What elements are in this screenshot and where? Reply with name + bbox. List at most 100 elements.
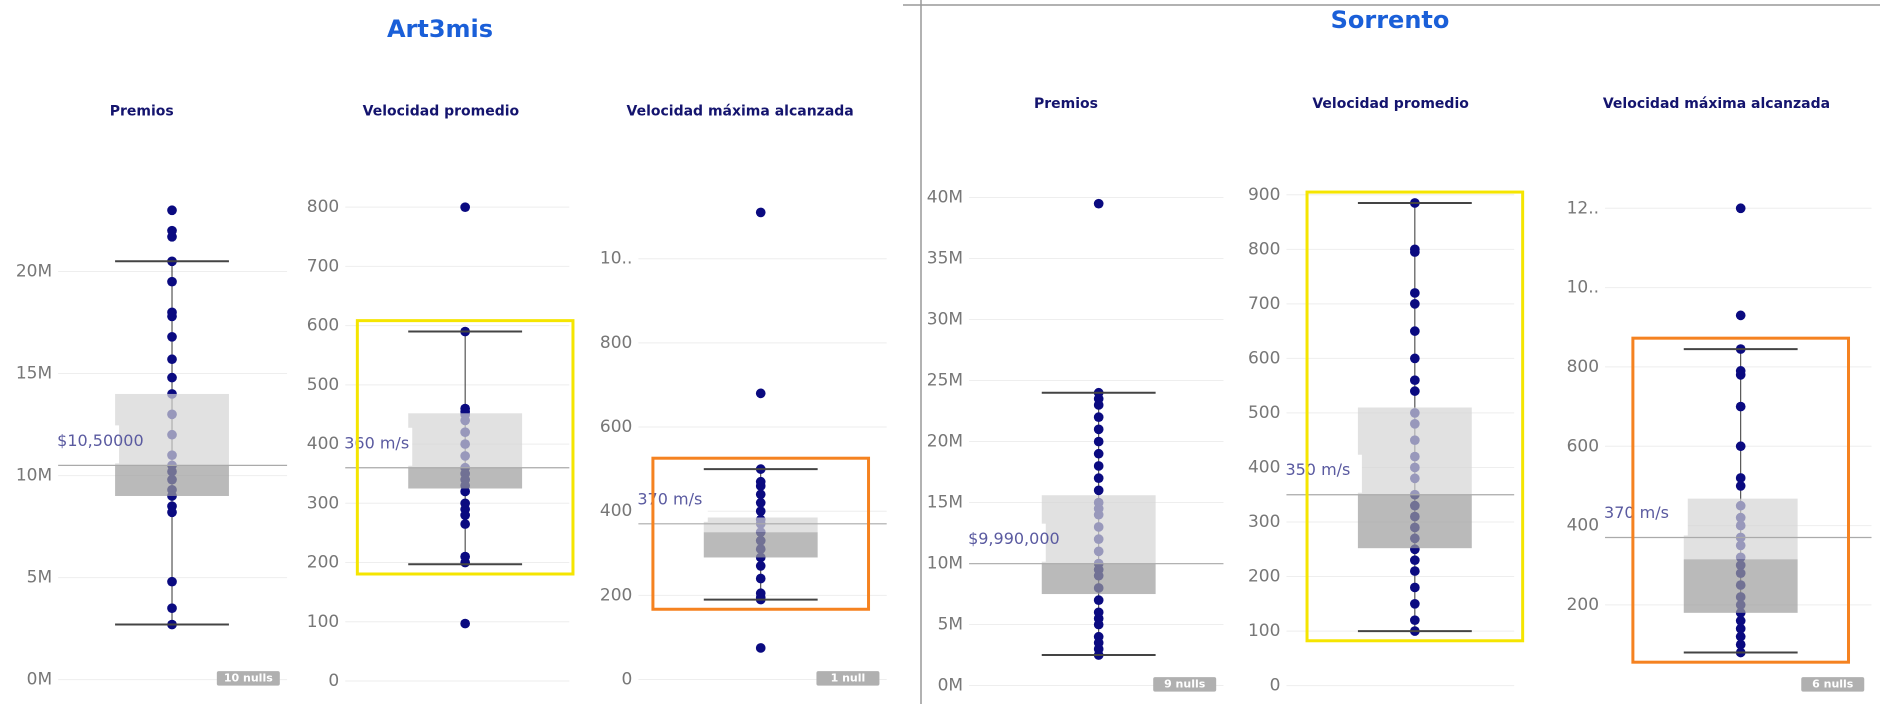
y-tick-label: 500 [307,375,339,395]
y-tick-label: 35M [927,249,963,269]
point [1093,595,1104,605]
y-tick-label: 15M [927,493,963,513]
chart-title: Velocidad promedio [1312,96,1469,112]
y-tick-label: 25M [927,371,963,391]
nulls-badge [1801,677,1865,692]
point [755,489,766,500]
point [1735,615,1746,626]
point [167,603,177,614]
highlight [1631,336,1851,664]
nulls-label: 9 nulls [1164,677,1206,690]
point [755,388,766,399]
y-tick-label: 200 [1567,595,1599,615]
point [1410,353,1420,364]
box-lower [408,467,523,489]
y-tick-label: 300 [307,493,339,513]
point [1410,566,1420,576]
reference-label-bg [1599,497,1688,536]
reference-label: 350 m/s [1285,460,1350,479]
point [460,557,470,568]
point [1093,424,1104,435]
point [460,618,470,629]
y-tick-label: 900 [1248,185,1280,205]
point [1735,441,1746,452]
y-tick-label: 30M [927,310,963,330]
box-upper [703,517,818,533]
point [460,510,470,520]
point [1410,288,1420,298]
y-tick-label: 20M [927,432,963,452]
y-tick-label: 12.. [1567,198,1599,218]
chart-title: Velocidad máxima alcanzada [627,103,854,119]
point [460,202,470,213]
point [1735,310,1746,321]
point [1735,370,1746,380]
box-upper [408,413,523,468]
box-lower [703,532,818,558]
reference-label-bg [1280,454,1362,493]
nulls-label: 10 nulls [224,671,273,684]
y-tick-label: 400 [1248,457,1280,477]
y-tick-label: 400 [600,501,632,521]
y-tick-label: 800 [600,333,632,353]
reference-label: $9,990,000 [968,529,1060,548]
point [755,497,766,508]
point [1093,448,1104,459]
point [1410,247,1420,257]
box-upper [1041,495,1156,564]
point [1735,631,1746,642]
point [755,561,766,571]
point [1735,401,1746,412]
box-lower [1683,559,1798,613]
box-lower [1357,494,1472,549]
point [167,331,177,342]
point [167,354,177,365]
box-upper [115,393,229,466]
y-tick-label: 0M [938,676,963,696]
y-tick-label: 10.. [1567,278,1599,298]
y-tick-label: 200 [1248,567,1280,587]
highlight [651,456,871,611]
point [167,507,177,518]
y-tick-label: 0 [328,671,339,691]
chart-title: Premios [1034,96,1098,112]
point [1735,203,1746,214]
y-tick-label: 800 [307,197,339,217]
point [1410,299,1420,309]
y-tick-label: 0 [1270,676,1281,696]
y-tick-label: 800 [1567,357,1599,377]
y-tick-label: 200 [600,585,632,605]
point [1410,615,1420,626]
panel-title: Art3mis [387,15,493,43]
point [167,231,177,242]
point [1410,598,1420,609]
point [1093,485,1104,496]
y-tick-label: 200 [307,553,339,573]
point [167,205,177,216]
point [460,486,470,497]
point [1410,555,1420,566]
y-tick-label: 100 [307,612,339,632]
highlight [355,319,575,576]
nulls-label: 6 nulls [1812,677,1854,690]
y-tick-label: 800 [1248,239,1280,259]
y-tick-label: 100 [1248,621,1280,641]
point [1735,481,1746,491]
highlight [1305,190,1525,643]
panel-title: Sorrento [1331,6,1450,34]
y-tick-label: 400 [307,434,339,454]
y-tick-label: 400 [1567,516,1599,536]
point [1093,473,1104,483]
box-upper [1357,407,1472,495]
point [1410,375,1420,386]
y-tick-label: 5M [27,568,52,588]
point [167,576,177,587]
point [1735,473,1746,483]
y-tick-label: 0 [622,670,633,690]
y-tick-label: 700 [307,256,339,276]
y-tick-label: 600 [600,417,632,437]
chart-title: Velocidad promedio [363,103,520,119]
y-tick-label: 600 [1248,348,1280,368]
point [1410,386,1420,396]
